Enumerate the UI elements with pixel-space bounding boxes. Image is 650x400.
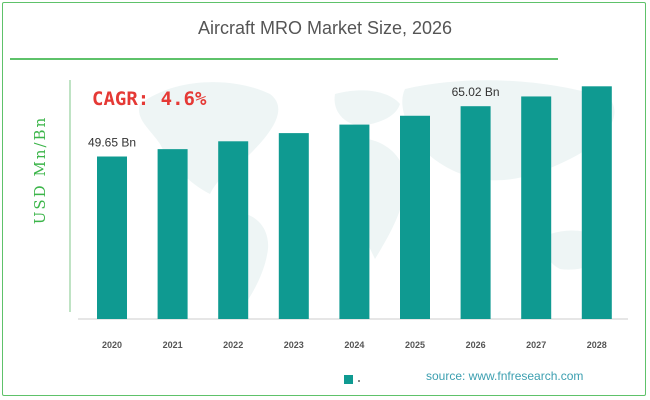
x-tick-label-2022: 2022 bbox=[223, 340, 243, 350]
x-tick-label-2020: 2020 bbox=[102, 340, 122, 350]
bar-2025 bbox=[400, 115, 430, 319]
bar-2020 bbox=[97, 156, 127, 319]
bar-2022 bbox=[218, 141, 249, 319]
x-tick-label-2026: 2026 bbox=[466, 340, 486, 350]
source-note: source: www.fnfresearch.com bbox=[426, 369, 584, 383]
x-tick-label-2023: 2023 bbox=[284, 340, 304, 350]
bar-2026 bbox=[460, 106, 491, 319]
chart-title: Aircraft MRO Market Size, 2026 bbox=[197, 18, 453, 38]
bar-2028 bbox=[581, 86, 612, 320]
x-tick-label-2028: 2028 bbox=[587, 340, 607, 350]
cagr-annotation: CAGR: 4.6% bbox=[92, 88, 207, 110]
world-map-background bbox=[139, 80, 615, 314]
x-tick-label-2027: 2027 bbox=[526, 340, 546, 350]
x-tick-label-2021: 2021 bbox=[163, 340, 183, 350]
data-label-2026: 65.02 Bn bbox=[452, 85, 500, 99]
bar-2024 bbox=[339, 124, 370, 319]
title-underline bbox=[10, 58, 558, 60]
bar-2027 bbox=[521, 96, 552, 319]
x-tick-label-2024: 2024 bbox=[344, 340, 364, 350]
legend-marker-dot bbox=[358, 380, 360, 382]
bar-2021 bbox=[157, 149, 188, 319]
x-tick-label-2025: 2025 bbox=[405, 340, 425, 350]
legend-swatch bbox=[344, 375, 353, 384]
data-label-2020: 49.65 Bn bbox=[88, 136, 136, 150]
bar-2023 bbox=[278, 133, 309, 319]
